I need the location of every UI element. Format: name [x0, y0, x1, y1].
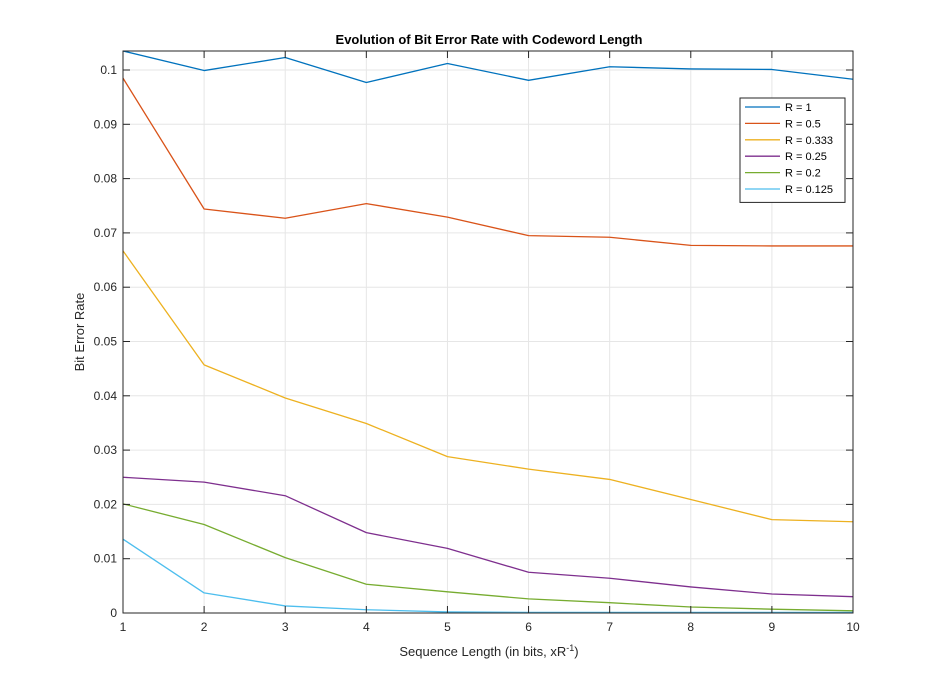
y-tick-label: 0.05	[94, 335, 118, 349]
x-tick-label: 9	[769, 620, 776, 634]
legend-label: R = 0.2	[785, 168, 821, 180]
series-line-1	[122, 77, 853, 247]
x-axis-label-end: )	[574, 644, 578, 659]
axes-box	[122, 50, 854, 614]
legend-label: R = 1	[785, 102, 812, 114]
y-tick-label: 0.07	[94, 226, 118, 240]
chart-title: Evolution of Bit Error Rate with Codewor…	[336, 32, 643, 47]
legend-label: R = 0.5	[785, 118, 821, 130]
x-tick-label: 7	[606, 620, 613, 634]
legend: R = 1 R = 0.5 R = 0.333 R = 0.25 R = 0.2 R = …	[739, 97, 846, 203]
y-tick-label: 0.06	[94, 280, 118, 294]
legend-label: R = 0.25	[785, 151, 827, 163]
x-axis-label-superscript: -1	[566, 643, 574, 653]
x-tick-label: 8	[687, 620, 694, 634]
x-tick-label: 1	[120, 620, 127, 634]
y-tick-label: 0.04	[94, 389, 118, 403]
grid	[122, 51, 854, 614]
y-tick-label: 0.09	[94, 117, 118, 131]
x-tick-label: 3	[282, 620, 289, 634]
series-line-0	[122, 50, 854, 84]
y-tick-label: 0.1	[100, 63, 117, 77]
series-line-3	[122, 476, 854, 598]
x-tick-label: 4	[363, 620, 370, 634]
y-tick-label: 0.01	[94, 552, 118, 566]
x-axis-label-text: Sequence Length (in bits, xR	[399, 644, 566, 659]
y-axis: 0 0.01 0.02 0.03 0.04 0.05 0.06 0.07 0.08 0.09 0.1	[94, 63, 853, 620]
plot-area: 1 2 3 4 5 6 7 8 9 10 0 0.01 0.02 0.03 0.04 0.05 0.06 0.0…	[94, 50, 860, 634]
y-tick-label: 0.08	[94, 172, 118, 186]
series-line-4	[122, 503, 854, 612]
y-axis-label: Bit Error Rate	[72, 293, 87, 372]
series-line-5	[122, 538, 853, 614]
series-lines	[122, 50, 854, 614]
legend-label: R = 0.125	[785, 184, 833, 196]
x-axis-label: Sequence Length (in bits, xR-1)	[399, 643, 578, 659]
y-tick-label: 0	[110, 606, 117, 620]
y-tick-label: 0.03	[94, 443, 118, 457]
y-tick-label: 0.02	[94, 497, 118, 511]
x-tick-label: 2	[201, 620, 208, 634]
x-axis: 1 2 3 4 5 6 7 8 9 10	[120, 51, 860, 634]
x-tick-label: 5	[444, 620, 451, 634]
legend-box	[739, 97, 846, 203]
series-line-2	[122, 250, 854, 523]
x-tick-label: 6	[525, 620, 532, 634]
legend-label: R = 0.333	[785, 135, 833, 147]
x-tick-label: 10	[846, 620, 860, 634]
axes-background	[123, 51, 853, 613]
